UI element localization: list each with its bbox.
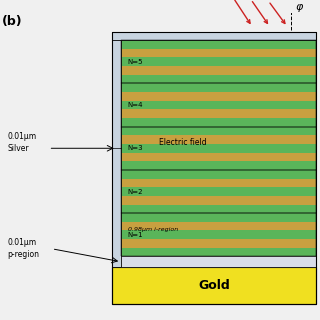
Bar: [121, 118, 316, 127]
Bar: [121, 196, 316, 204]
Text: 0.98μm i-region: 0.98μm i-region: [127, 227, 178, 232]
Bar: [121, 84, 316, 127]
Bar: [121, 135, 316, 144]
Bar: [121, 239, 316, 248]
Bar: [121, 153, 316, 161]
Text: φ: φ: [295, 2, 303, 12]
Text: N=4: N=4: [127, 102, 143, 108]
Bar: [121, 109, 316, 118]
Bar: [121, 57, 316, 66]
Bar: [121, 84, 316, 92]
Bar: [112, 32, 121, 267]
Bar: [121, 170, 316, 179]
Text: N=2: N=2: [127, 188, 143, 195]
Bar: [121, 40, 316, 49]
Bar: [121, 170, 316, 213]
Bar: [121, 222, 316, 230]
Bar: [121, 204, 316, 213]
Text: N=1: N=1: [127, 232, 143, 238]
Text: N=5: N=5: [127, 59, 143, 65]
Text: p-region: p-region: [7, 250, 39, 260]
Bar: [121, 187, 316, 196]
Text: 0.01μm: 0.01μm: [7, 132, 36, 140]
Bar: [121, 40, 316, 84]
Text: N=3: N=3: [127, 145, 143, 151]
Bar: [121, 213, 316, 222]
Bar: [121, 75, 316, 84]
Text: Silver: Silver: [7, 144, 29, 153]
Text: 0.01μm: 0.01μm: [7, 238, 36, 247]
Bar: [121, 101, 316, 109]
Bar: [121, 161, 316, 170]
Bar: [112, 32, 316, 304]
Bar: [121, 66, 316, 75]
Text: (b): (b): [2, 15, 23, 28]
Text: Gold: Gold: [198, 279, 230, 292]
Bar: [121, 213, 316, 256]
Text: Electric field: Electric field: [159, 138, 207, 147]
Bar: [121, 248, 316, 256]
Bar: [121, 127, 316, 170]
Bar: [121, 179, 316, 187]
Bar: [121, 230, 316, 239]
Bar: [121, 92, 316, 101]
Bar: [121, 127, 316, 135]
Bar: [112, 267, 316, 304]
Bar: [121, 256, 316, 267]
Bar: [121, 144, 316, 153]
Bar: [121, 49, 316, 57]
Bar: [112, 32, 316, 40]
